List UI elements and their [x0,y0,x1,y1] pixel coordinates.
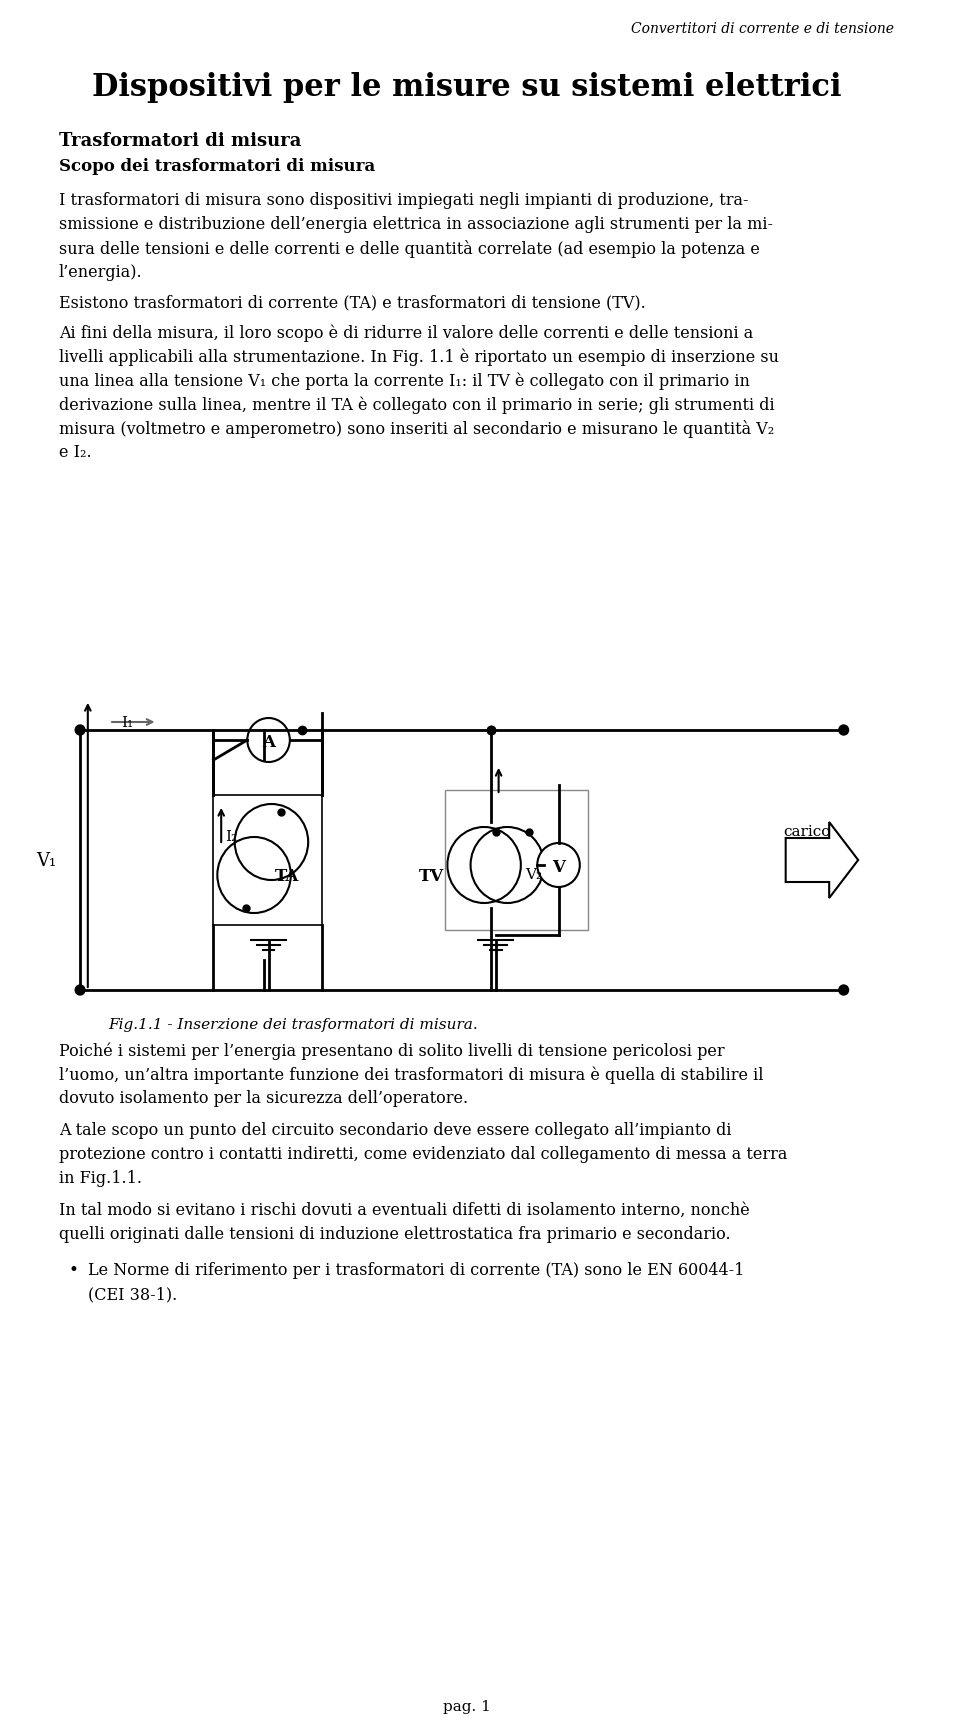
Text: protezione contro i contatti indiretti, come evidenziato dal collegamento di mes: protezione contro i contatti indiretti, … [59,1146,787,1163]
Circle shape [538,842,580,887]
Text: I₂: I₂ [225,830,237,844]
Text: TV: TV [419,868,444,885]
Text: I₁: I₁ [121,716,132,730]
Circle shape [248,718,290,761]
Text: I trasformatori di misura sono dispositivi impiegati negli impianti di produzion: I trasformatori di misura sono dispositi… [59,192,748,209]
Circle shape [75,725,84,735]
Polygon shape [785,822,858,898]
Text: una linea alla tensione V₁ che porta la corrente I₁: il TV è collegato con il pr: una linea alla tensione V₁ che porta la … [59,373,750,390]
Text: V₂: V₂ [525,868,541,882]
Text: Le Norme di riferimento per i trasformatori di corrente (TA) sono le EN 60044-1: Le Norme di riferimento per i trasformat… [87,1262,744,1279]
Text: V: V [552,860,565,877]
Circle shape [75,986,84,994]
Text: sura delle tensioni e delle correnti e delle quantità correlate (ad esempio la p: sura delle tensioni e delle correnti e d… [59,240,759,257]
Text: in Fig.1.1.: in Fig.1.1. [59,1170,142,1187]
Circle shape [839,986,849,994]
Text: Ai fini della misura, il loro scopo è di ridurre il valore delle correnti e dell: Ai fini della misura, il loro scopo è di… [59,324,753,342]
Text: derivazione sulla linea, mentre il TA è collegato con il primario in serie; gli : derivazione sulla linea, mentre il TA è … [59,395,775,414]
Text: e I₂.: e I₂. [59,444,91,461]
Circle shape [839,725,849,735]
Text: Trasformatori di misura: Trasformatori di misura [59,131,301,150]
Text: smissione e distribuzione dell’energia elettrica in associazione agli strumenti : smissione e distribuzione dell’energia e… [59,216,773,233]
Text: A: A [262,734,276,751]
Text: l’energia).: l’energia). [59,264,142,281]
Text: •: • [68,1262,79,1279]
Text: TA: TA [276,868,300,885]
Text: Dispositivi per le misure su sistemi elettrici: Dispositivi per le misure su sistemi ele… [92,72,842,104]
Text: Fig.1.1 - Inserzione dei trasformatori di misura.: Fig.1.1 - Inserzione dei trasformatori d… [108,1018,478,1032]
Text: quelli originati dalle tensioni di induzione elettrostatica fra primario e secon: quelli originati dalle tensioni di induz… [59,1225,731,1243]
Bar [445,791,588,930]
Text: (CEI 38-1).: (CEI 38-1). [87,1286,177,1303]
Text: Convertitori di corrente e di tensione: Convertitori di corrente e di tensione [631,22,894,36]
Text: l’uomo, un’altra importante funzione dei trasformatori di misura è quella di sta: l’uomo, un’altra importante funzione dei… [59,1067,763,1084]
Text: V₁: V₁ [36,853,57,870]
Text: pag. 1: pag. 1 [443,1700,491,1714]
Bar [213,796,322,925]
Text: dovuto isolamento per la sicurezza dell’operatore.: dovuto isolamento per la sicurezza dell’… [59,1091,468,1106]
Text: A tale scopo un punto del circuito secondario deve essere collegato all’impianto: A tale scopo un punto del circuito secon… [59,1122,732,1139]
Text: In tal modo si evitano i rischi dovuti a eventuali difetti di isolamento interno: In tal modo si evitano i rischi dovuti a… [59,1201,750,1219]
Text: Esistono trasformatori di corrente (TA) e trasformatori di tensione (TV).: Esistono trasformatori di corrente (TA) … [59,293,645,311]
Text: carico: carico [783,825,830,839]
Text: Scopo dei trasformatori di misura: Scopo dei trasformatori di misura [59,159,375,174]
Text: livelli applicabili alla strumentazione. In Fig. 1.1 è riportato un esempio di i: livelli applicabili alla strumentazione.… [59,349,779,366]
Text: Poiché i sistemi per l’energia presentano di solito livelli di tensione pericolo: Poiché i sistemi per l’energia presentan… [59,1043,725,1060]
Text: misura (voltmetro e amperometro) sono inseriti al secondario e misurano le quant: misura (voltmetro e amperometro) sono in… [59,419,774,438]
